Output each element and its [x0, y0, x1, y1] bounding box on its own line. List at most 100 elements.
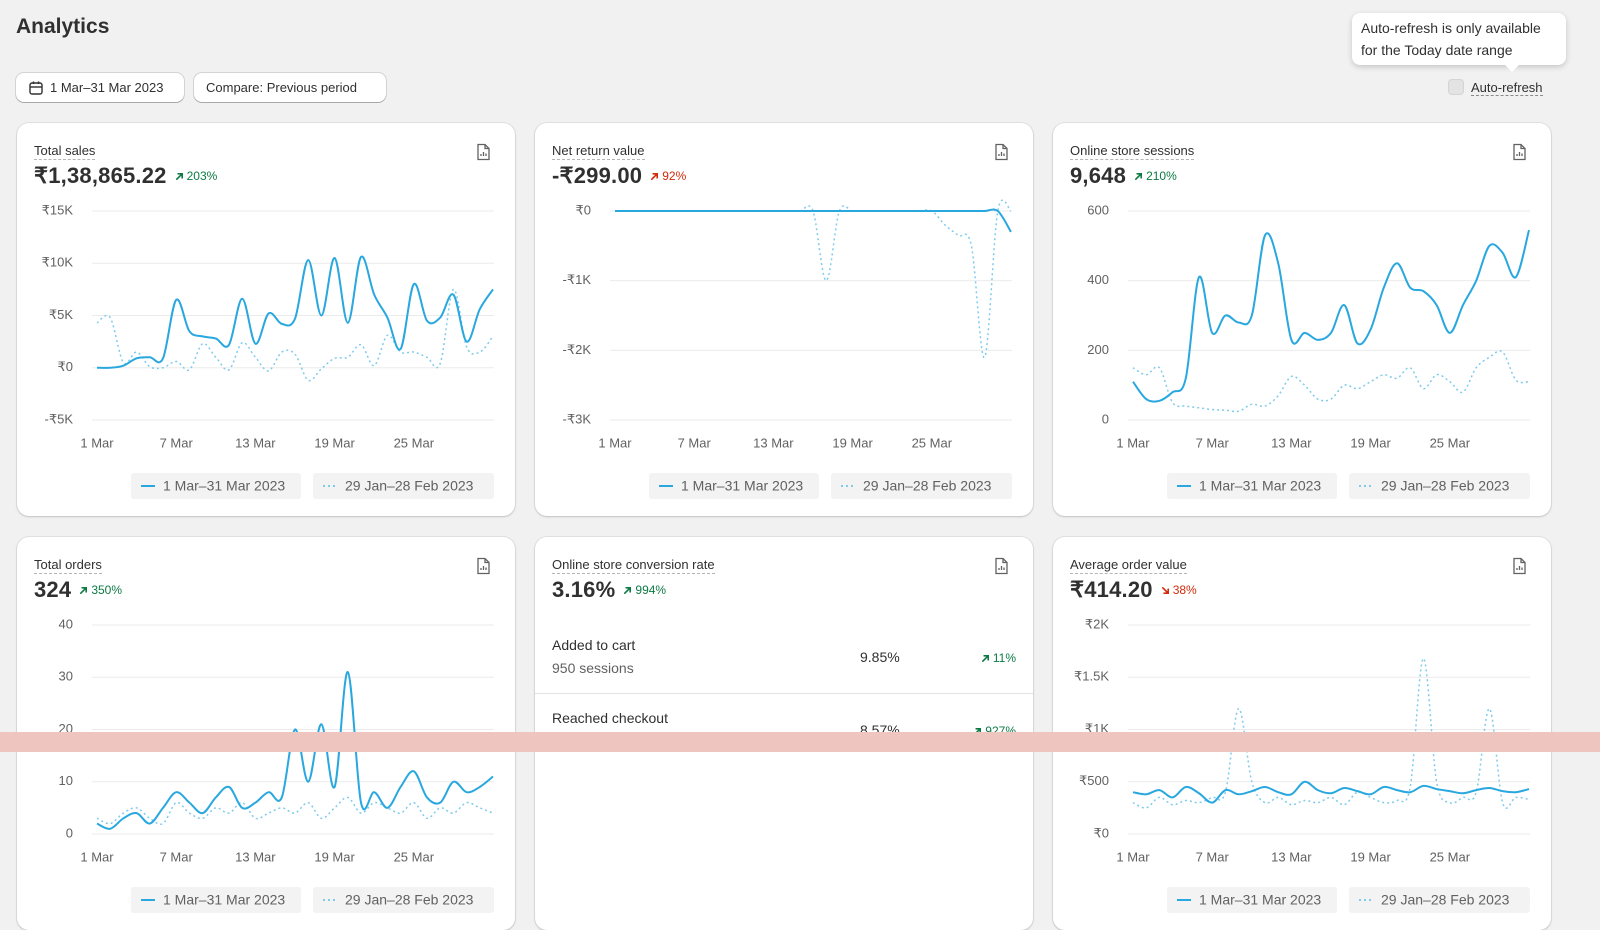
card-change-value: 210% [1146, 169, 1177, 183]
card-change-value: 203% [186, 169, 218, 183]
report-icon-shape [995, 557, 1008, 575]
trend-arrow-shape [651, 172, 659, 180]
trend-arrow [1161, 586, 1169, 594]
auto-refresh-label[interactable]: Auto-refresh [1471, 80, 1543, 96]
x-tick-label: 13 Mar [1271, 849, 1312, 864]
card-change: 38% [1161, 583, 1197, 597]
funnel-change-value: 11% [992, 651, 1016, 665]
chart: -₹3K -₹2K -₹1K ₹0 1 Mar 7 Mar 13 Mar 19 Mar 25 M… [562, 199, 1012, 499]
card-value-row: 3.16% 994% [552, 577, 666, 603]
y-tick-label: 200 [1087, 342, 1109, 357]
page-title: Analytics [16, 15, 110, 38]
y-tick-label: ₹15K [42, 202, 74, 217]
legend-item [831, 473, 1012, 499]
card-title: Net return value [552, 143, 645, 160]
x-tick-label: 13 Mar [1271, 435, 1312, 450]
y-tick-label: -₹3K [562, 411, 591, 426]
y-tick-label: ₹0 [1093, 825, 1109, 840]
compare-button[interactable]: Compare: Previous period [194, 73, 386, 102]
card: Net return value -₹299.00 92% -₹3K -₹2K -₹1K ₹… [535, 123, 1033, 516]
trend-arrow [80, 586, 88, 594]
card-title: Online store conversion rate [552, 557, 715, 574]
report-icon [477, 143, 490, 161]
card-value: 324 [34, 577, 72, 602]
x-tick-label: 1 Mar [80, 435, 114, 450]
trend-arrow-shape [981, 654, 989, 662]
report-icon [1513, 143, 1526, 161]
x-tick-label: 19 Mar [832, 435, 873, 450]
x-tick-label: 7 Mar [1196, 435, 1230, 450]
trend-arrow [651, 172, 659, 180]
trend-arrow-path [1135, 172, 1143, 180]
series-line [96, 288, 494, 382]
legend-label: 1 Mar–31 Mar 2023 [163, 478, 285, 494]
funnel-label: Added to cart [552, 637, 636, 653]
card-change-value: 350% [91, 583, 123, 597]
compare-label: Compare: Previous period [206, 80, 358, 95]
series-line [96, 255, 494, 369]
card-title: Average order value [1070, 557, 1187, 574]
y-tick-label: ₹1.5K [1074, 669, 1109, 684]
calendar-icon [29, 81, 43, 95]
card-value-row: ₹414.20 38% [1070, 577, 1197, 603]
x-tick-label: 7 Mar [678, 435, 712, 450]
card-value: -₹299.00 [552, 163, 643, 188]
series-line [1132, 229, 1530, 403]
tooltip-pointer [1504, 64, 1520, 72]
card-value-row: ₹1,38,865.22 203% [34, 163, 217, 189]
y-tick-label: 40 [59, 616, 73, 631]
funnel-rate: 9.85% [860, 649, 900, 665]
legend-label: 29 Jan–28 Feb 2023 [345, 478, 474, 494]
tooltip-line: Auto-refresh is only available [1361, 20, 1541, 36]
y-tick-label: -₹2K [562, 342, 591, 357]
trend-arrow-path [175, 172, 183, 180]
trend-arrow-shape [175, 172, 183, 180]
report-icon-shape [1513, 143, 1526, 161]
legend-item [649, 473, 819, 499]
report-icon-shape [1513, 557, 1526, 575]
x-tick-label: 13 Mar [235, 849, 276, 864]
card-title: Total sales [34, 143, 96, 160]
x-tick-label: 1 Mar [598, 435, 632, 450]
date-range-label: 1 Mar–31 Mar 2023 [50, 80, 164, 95]
report-icon [995, 143, 1008, 161]
trend-arrow-shape [1135, 172, 1143, 180]
trend-arrow-shape [624, 586, 632, 594]
trend-arrow-path [624, 586, 632, 594]
legend-item [1349, 473, 1530, 499]
x-tick-label: 7 Mar [1196, 849, 1230, 864]
x-tick-label: 19 Mar [1350, 849, 1391, 864]
chart: -₹5K ₹0 ₹5K ₹10K ₹15K 1 Mar 7 Mar 13 Mar 19 Mar 2… [42, 202, 494, 499]
trend-arrow [175, 172, 183, 180]
series-line [1132, 350, 1530, 413]
y-tick-label: ₹500 [1079, 773, 1109, 788]
y-tick-label: -₹1K [562, 272, 591, 287]
legend-label: 1 Mar–31 Mar 2023 [1199, 892, 1321, 908]
legend-label: 29 Jan–28 Feb 2023 [1381, 892, 1510, 908]
trend-arrow-path [1161, 586, 1169, 594]
trend-arrow-shape [80, 586, 88, 594]
x-tick-label: 25 Mar [912, 435, 953, 450]
card-value-row: -₹299.00 92% [552, 163, 686, 189]
chart: 0 200 400 600 1 Mar 7 Mar 13 Mar 19 Mar 25 Mar 1 … [1087, 202, 1530, 499]
x-tick-label: 19 Mar [314, 435, 355, 450]
y-tick-label: 10 [59, 773, 73, 788]
card-value: ₹1,38,865.22 [34, 163, 167, 188]
auto-refresh-checkbox[interactable] [1448, 79, 1464, 95]
trend-arrow [1135, 172, 1143, 180]
page: Analytics 1 Mar–31 Mar 2023 Compare: Pre… [0, 13, 1600, 930]
card-value: ₹414.20 [1070, 577, 1153, 602]
report-icon [995, 557, 1008, 575]
legend-label: 1 Mar–31 Mar 2023 [163, 892, 285, 908]
date-range-button[interactable]: 1 Mar–31 Mar 2023 [16, 73, 184, 102]
trend-arrow [981, 654, 989, 662]
y-tick-label: 600 [1087, 202, 1109, 217]
report-icon-shape [477, 143, 490, 161]
report-icon [477, 557, 490, 575]
card: Total sales ₹1,38,865.22 203% -₹5K ₹0 ₹5K ₹10K… [17, 123, 515, 516]
card-title: Total orders [34, 557, 102, 574]
trend-arrow-path [981, 654, 989, 662]
card-change: 994% [623, 583, 666, 597]
card-change-value: 994% [635, 583, 667, 597]
y-tick-label: ₹5K [49, 307, 74, 322]
